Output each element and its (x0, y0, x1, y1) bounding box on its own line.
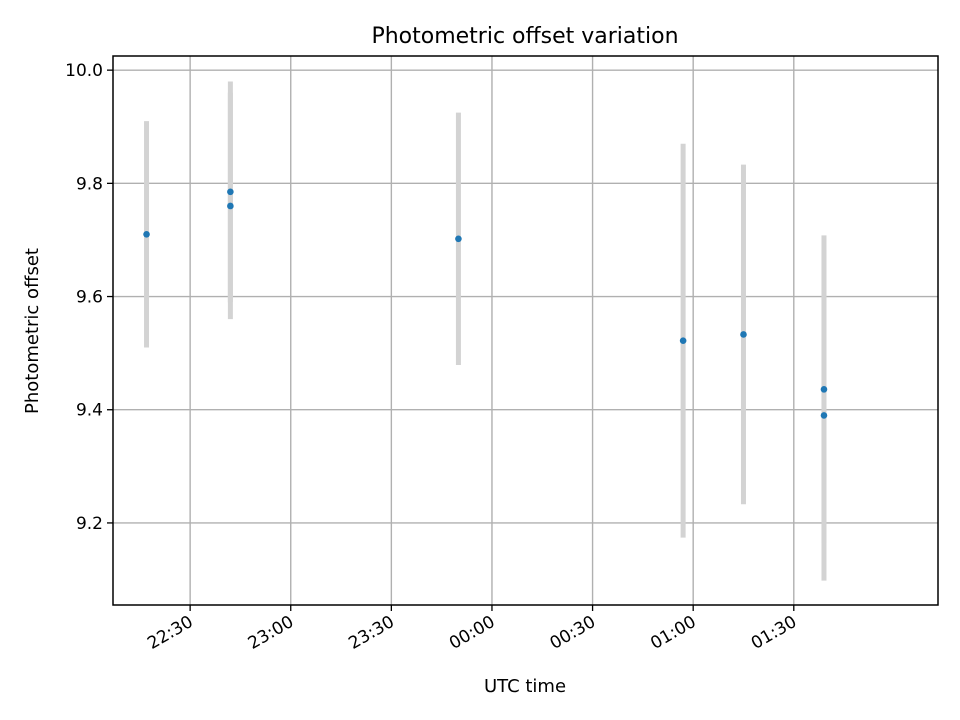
plot-frame (112, 55, 939, 606)
data-point (820, 386, 828, 393)
y-tick-label: 9.6 (76, 288, 103, 308)
data-point (227, 202, 234, 210)
data-point (143, 230, 150, 238)
data-point (679, 337, 687, 344)
data-points (143, 188, 828, 419)
x-axis-label: UTC time (484, 676, 566, 697)
y-tick-label: 9.2 (76, 514, 103, 534)
data-point (820, 412, 828, 419)
y-tick-label: 9.8 (76, 174, 103, 194)
grid (113, 56, 938, 605)
data-point (227, 188, 234, 196)
y-tick-label: 10.0 (65, 61, 103, 81)
y-axis-label: Photometric offset (22, 248, 43, 414)
y-axis: 9.2 9.4 9.6 9.8 10.0 (65, 61, 113, 534)
y-tick-label: 9.4 (76, 401, 103, 421)
data-point (455, 235, 462, 243)
chart-title: Photometric offset variation (371, 24, 678, 49)
data-point (740, 331, 747, 338)
